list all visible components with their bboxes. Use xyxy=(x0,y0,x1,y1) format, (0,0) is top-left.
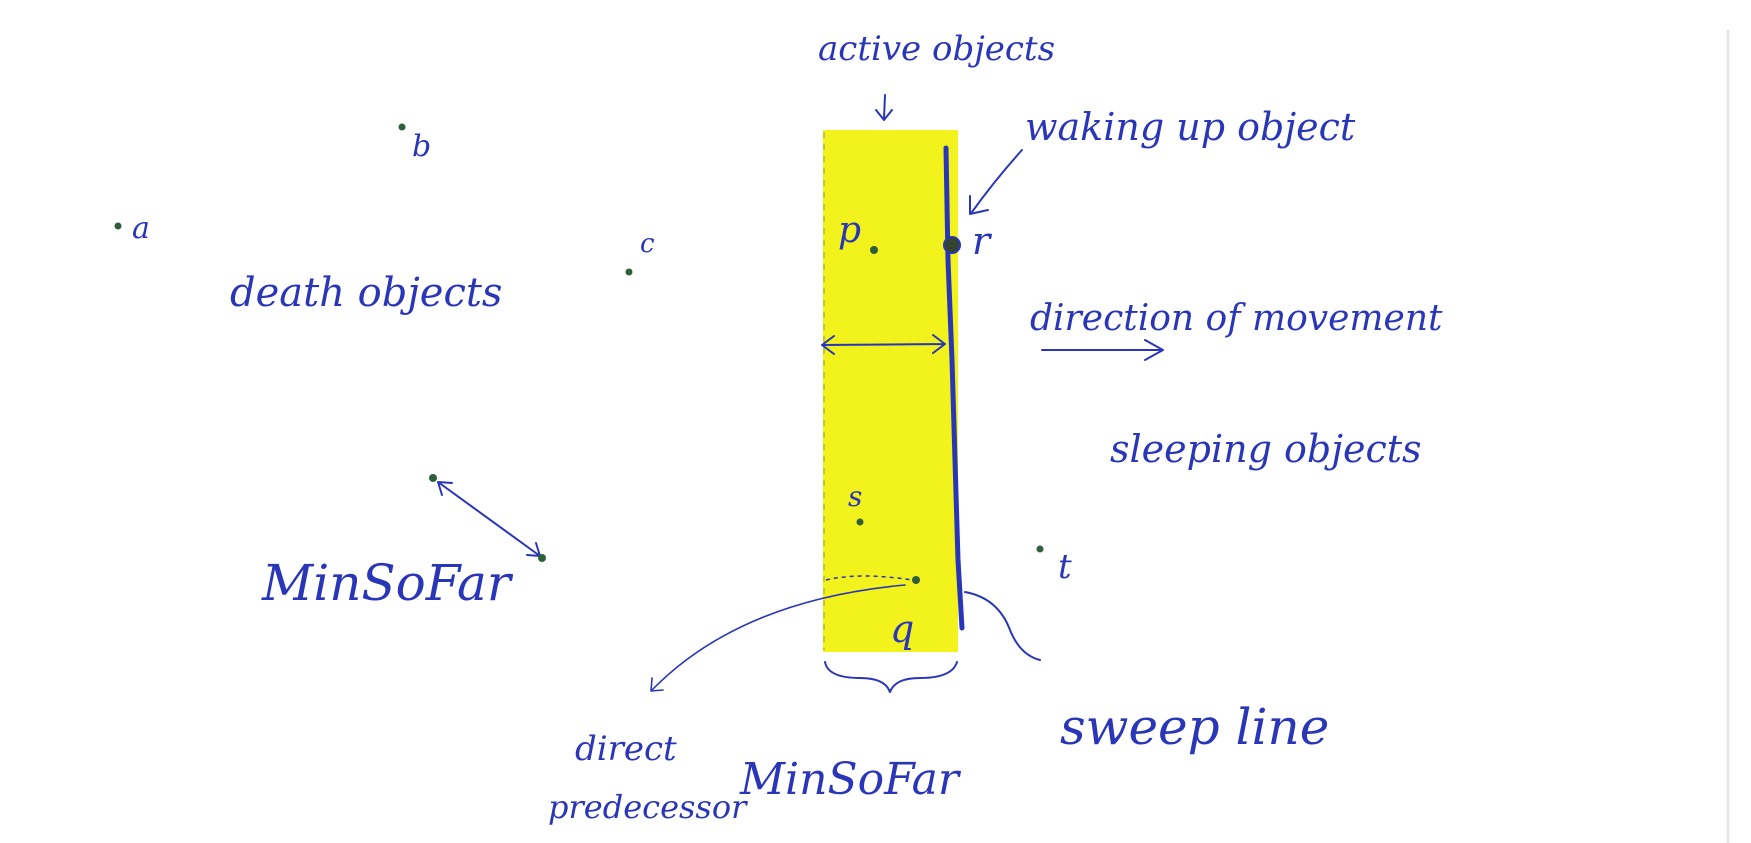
point-b-label: b xyxy=(412,129,431,164)
point-r-label: r xyxy=(972,219,993,263)
point-t-label: t xyxy=(1058,547,1072,587)
min-so-far-left-label: MinSoFar xyxy=(261,554,514,612)
point-s-dot xyxy=(856,518,864,526)
sweep-line-pointer xyxy=(964,591,1041,661)
point-s-label: s xyxy=(848,480,862,513)
point-p-dot xyxy=(870,246,878,254)
active-strip xyxy=(823,130,958,652)
direction-of-movement-label: direction of movement xyxy=(1030,298,1443,339)
point-q-label: q xyxy=(890,607,914,651)
active-objects-label: active objects xyxy=(818,29,1055,69)
point-p-label: p xyxy=(838,210,861,251)
min-so-far-double-arrow xyxy=(437,481,541,557)
sweep-line-label: sweep line xyxy=(1060,698,1329,756)
waking-up-object-label: waking up object xyxy=(1025,105,1356,149)
point-t-dot xyxy=(1036,545,1044,553)
point-q-dot xyxy=(912,576,920,584)
min-so-far-brace xyxy=(824,661,958,693)
min-so-far-bottom-label: MinSoFar xyxy=(739,754,962,805)
point-a-label: a xyxy=(132,211,150,246)
death-objects-label: death objects xyxy=(230,270,502,316)
active-objects-arrow xyxy=(875,94,893,121)
direct-label: direct xyxy=(575,729,677,769)
point-a-dot xyxy=(114,222,122,230)
point-r-dot xyxy=(943,236,961,254)
min-so-far-end-dot xyxy=(538,554,546,562)
point-b-dot xyxy=(398,123,406,131)
width-arrow xyxy=(821,334,946,355)
point-c-label: c xyxy=(640,229,655,259)
direction-arrow xyxy=(1041,339,1164,361)
sleeping-objects-label: sleeping objects xyxy=(1110,427,1422,471)
min-so-far-end-dot xyxy=(429,474,437,482)
point-c-dot xyxy=(625,268,633,276)
waking-up-arrow xyxy=(969,149,1023,215)
predecessor-label: predecessor xyxy=(548,788,748,826)
direct-predecessor-arrow xyxy=(650,584,906,692)
